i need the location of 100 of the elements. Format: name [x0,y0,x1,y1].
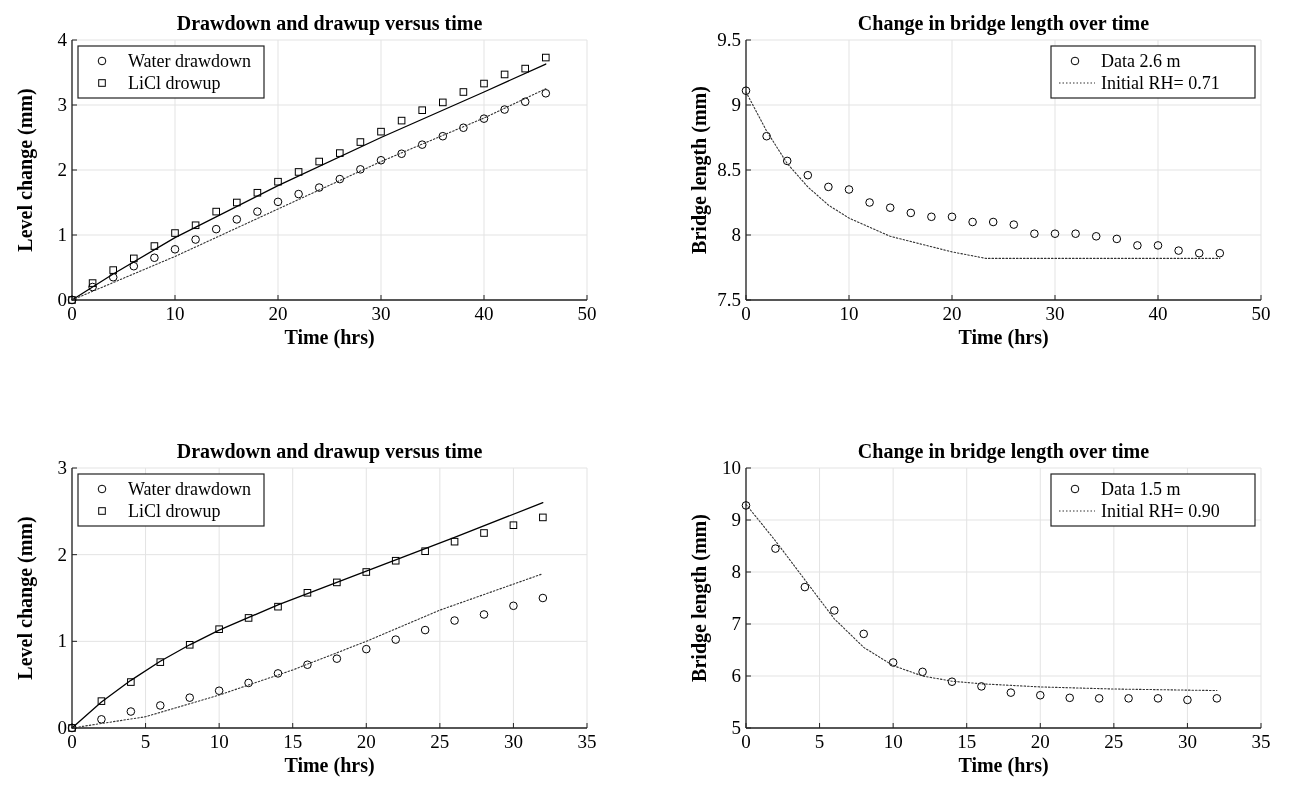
point [129,261,139,271]
y-tick-label: 6 [731,665,741,686]
point [741,501,751,510]
point [185,641,194,649]
point [1035,690,1045,700]
x-tick-label: 20 [942,303,962,324]
point [97,715,106,724]
point [450,616,459,625]
point [1215,248,1225,258]
point [97,697,106,705]
point [420,625,430,635]
y-tick-label: 8.5 [717,159,741,180]
point [438,131,448,141]
point [377,127,385,136]
point [332,654,342,663]
y-tick-label: 3 [57,94,67,115]
point [212,207,220,216]
legend-label: Water drawdown [128,51,252,71]
point [479,114,489,123]
chart-title: Drawdown and drawup versus time [176,440,483,463]
x-tick-label: 5 [140,731,151,752]
point [1194,248,1204,258]
point [336,149,344,157]
point [450,537,459,546]
point [253,188,262,197]
point [185,693,195,702]
point [542,53,550,62]
point [273,669,283,678]
point [479,610,489,619]
point [211,224,221,234]
point [88,279,97,287]
x-axis-title: Time (hrs) [284,326,375,349]
point [1133,241,1142,250]
point [782,156,792,166]
y-tick-label: 7 [731,613,741,634]
legend-label: LiCl drowup [128,501,221,521]
point [1050,229,1060,238]
point [376,155,386,165]
point [214,686,224,696]
point [865,198,874,207]
point [480,529,488,537]
point [274,177,282,186]
point [521,64,529,73]
x-tick-label: 15 [283,731,303,752]
point [1006,688,1016,697]
point [109,266,117,274]
point [191,235,200,244]
point [170,245,180,254]
x-axis-title: Time (hrs) [958,754,1049,777]
point [294,189,303,199]
y-tick-label: 5 [731,717,741,738]
x-tick-label: 30 [371,303,391,324]
y-tick-label: 3 [57,457,67,478]
point [538,593,548,603]
point [459,123,468,133]
x-tick-label: 50 [1251,303,1271,324]
point [1065,693,1075,703]
point [824,182,833,192]
x-tick-label: 30 [503,731,523,752]
point [127,678,135,686]
y-axis-title: Level change (mm) [14,88,37,252]
point [927,212,936,222]
point [859,629,869,639]
point [356,138,365,146]
y-tick-label: 2 [57,543,67,565]
point [362,568,371,576]
point [500,70,509,79]
point [1009,220,1019,229]
point [771,544,780,553]
x-tick-label: 40 [474,303,494,324]
point [803,170,813,180]
point [171,229,179,237]
point [1091,232,1101,241]
chart-title: Drawdown and drawup versus time [176,12,483,35]
point [947,212,957,222]
chart-title: Change in bridge length over time [857,440,1150,463]
y-tick-label: 9.5 [717,29,741,50]
x-tick-label: 30 [1045,303,1065,324]
point [1094,694,1104,703]
point [397,116,406,125]
legend-label: Data 2.6 m [1101,51,1181,71]
point [191,221,200,230]
point [418,106,426,114]
point [509,601,518,611]
point [1174,246,1183,255]
x-tick-label: 35 [577,731,597,752]
point [480,79,488,88]
point [156,658,165,666]
point [150,253,159,263]
point [391,635,401,644]
legend-label: Data 1.5 m [1101,479,1181,499]
y-tick-label: 1 [57,224,67,245]
x-tick-label: 20 [1030,731,1050,752]
y-tick-label: 9 [731,94,741,115]
point [888,658,898,667]
point [1030,229,1039,238]
point [1112,234,1122,244]
chart-title: Change in bridge length over time [857,12,1150,35]
x-tick-label: 15 [957,731,977,752]
point [333,578,341,587]
